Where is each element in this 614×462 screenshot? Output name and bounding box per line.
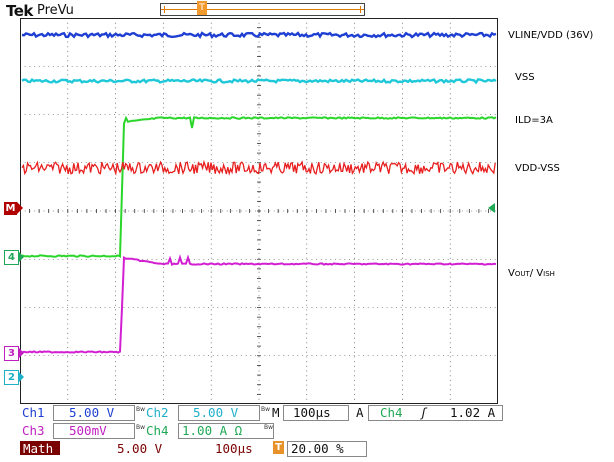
ch3-label-v1: V — [508, 268, 515, 279]
ch2-scale-box[interactable] — [178, 405, 260, 421]
ch4-trace — [21, 115, 497, 258]
trigger-pos-box[interactable] — [287, 441, 367, 457]
ch3-label: VOUT/ VISH — [508, 268, 555, 279]
ch4-marker-text: 4 — [8, 252, 15, 263]
ch3-marker-text: 3 — [8, 348, 15, 359]
graticule-svg — [20, 18, 498, 404]
waveform-display[interactable] — [20, 18, 498, 404]
overview-right-tick — [360, 6, 361, 13]
math-ground-marker[interactable]: M — [4, 202, 23, 215]
ch3-ground-marker[interactable]: 3 — [4, 346, 24, 361]
ch3-label-sub1: OUT — [514, 270, 530, 278]
ch3-label-v2: / V — [529, 268, 544, 279]
trigger-pos: 20.00 % — [291, 441, 344, 456]
ch3-trace — [21, 254, 497, 354]
ch2-ground-marker[interactable]: 2 — [4, 370, 24, 385]
overview-trigger-marker: T — [197, 1, 207, 15]
trigger-prefix: A — [356, 405, 364, 420]
ch1-name[interactable]: Ch1 — [22, 405, 45, 420]
ch4-label: ILD=3A — [515, 115, 553, 126]
timebase-prefix: M — [272, 405, 280, 420]
ch3-scale-box[interactable] — [53, 423, 135, 439]
timebase-box[interactable] — [283, 405, 349, 421]
timebase-value: 100µs — [293, 405, 331, 420]
trigger-level-arrow-icon[interactable] — [488, 203, 495, 213]
ch2-label: VSS — [515, 72, 535, 83]
trigger-level: 1.02 A — [450, 405, 496, 420]
trigger-position-icon-small: T — [273, 441, 284, 454]
brand-logo: Tek — [6, 2, 33, 20]
trigger-box[interactable] — [368, 405, 503, 421]
math-scale: 5.00 V — [117, 441, 163, 456]
overview-record-line — [161, 9, 364, 10]
ch2-trace — [21, 77, 497, 85]
ch4-bw-mark: Bw — [264, 424, 274, 431]
rising-edge-icon: ʃ — [420, 405, 428, 420]
ch2-marker-text: 2 — [8, 372, 15, 383]
ch2-scale: 5.00 V — [193, 405, 239, 420]
ch4-name[interactable]: Ch4 — [146, 423, 169, 438]
ch1-label: VLINE/VDD (36V) — [508, 30, 594, 41]
overview-left-tick — [164, 6, 165, 13]
math-trace — [21, 159, 496, 176]
ch3-scale: 500mV — [69, 423, 107, 438]
record-overview-bar[interactable]: T — [160, 1, 365, 16]
ch4-scale: 1.00 A Ω — [182, 423, 243, 438]
ch3-name[interactable]: Ch3 — [22, 423, 45, 438]
ch4-ground-marker[interactable]: 4 — [4, 250, 24, 265]
ch1-bw-mark: Bw — [136, 406, 146, 413]
math-time: 100µs — [215, 441, 253, 456]
math-name: Math — [23, 441, 54, 456]
ch2-name[interactable]: Ch2 — [146, 405, 169, 420]
math-label: VDD-VSS — [515, 163, 560, 174]
ch2-bw-mark: Bw — [261, 406, 271, 413]
ch3-bw-mark: Bw — [136, 424, 146, 431]
ch1-trace — [21, 31, 497, 40]
ch3-label-sub2: ISH — [543, 270, 555, 278]
acquisition-mode: PreVu — [37, 3, 74, 18]
ch1-scale: 5.00 V — [69, 405, 115, 420]
math-name-box[interactable] — [20, 441, 60, 455]
trigger-source: Ch4 — [380, 405, 403, 420]
math-marker-text: M — [5, 203, 16, 214]
ch1-scale-box[interactable] — [53, 405, 135, 421]
ch4-scale-box[interactable] — [178, 423, 274, 439]
